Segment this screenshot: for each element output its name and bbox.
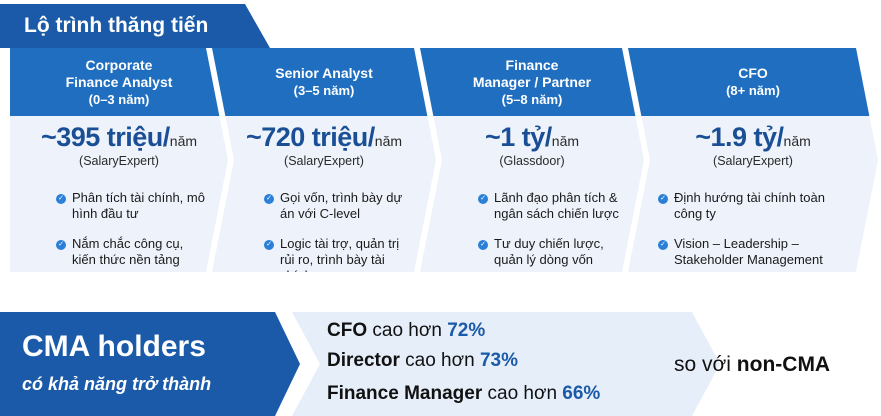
salary-unit: năm — [551, 133, 580, 149]
check-icon: ✓ — [264, 194, 274, 204]
salary-amount: ~1.9 tỷ/ — [695, 122, 784, 152]
salary-source: (SalaryExpert) — [713, 154, 793, 168]
role-title: CFO — [738, 65, 768, 81]
salary-source: (Glassdoor) — [499, 154, 565, 168]
comparison-text: cao hơn — [487, 383, 558, 404]
comparison-line: CFO cao hơn 72% — [327, 320, 485, 342]
salary-block: ~1.9 tỷ/năm (SalaryExpert) — [628, 122, 878, 168]
check-icon: ✓ — [478, 194, 488, 204]
role-title: Finance — [505, 56, 559, 73]
check-icon: ✓ — [478, 240, 488, 250]
years-range: (8+ năm) — [726, 83, 780, 98]
stage-bullet: ✓ Nắm chắc công cụ, kiến thức nền tảng — [72, 236, 208, 268]
section-title-tab: Lộ trình thăng tiến — [0, 4, 270, 48]
comparison-role: Finance Manager — [327, 383, 483, 404]
salary-block: ~720 triệu/năm (SalaryExpert) — [212, 122, 436, 168]
salary-unit: năm — [374, 133, 403, 149]
salary-source: (SalaryExpert) — [284, 154, 364, 168]
comparison-role: Director — [327, 350, 400, 371]
cma-banner — [0, 312, 300, 416]
check-icon: ✓ — [658, 240, 668, 250]
stage-bullet: ✓ Lãnh đạo phân tích & ngân sách chiến l… — [494, 190, 624, 222]
cma-subtitle: có khả năng trở thành — [22, 374, 212, 394]
role-title-line2: Manager / Partner — [472, 73, 592, 90]
stage-header: Corporate Finance Analyst (0–3 năm) — [10, 48, 228, 116]
stage-header: Senior Analyst (3–5 năm) — [212, 48, 436, 116]
check-icon: ✓ — [264, 240, 274, 250]
check-icon: ✓ — [56, 194, 66, 204]
stage-bullet: ✓ Vision – Leadership – Stakeholder Mana… — [674, 236, 854, 268]
comparison-line: Finance Manager cao hơn 66% — [327, 383, 600, 405]
comparison-text: cao hơn — [405, 350, 475, 371]
stage-bullet: ✓ Định hướng tài chính toàn công ty — [674, 190, 854, 222]
comparison-baseline: so với non-CMA — [674, 353, 831, 376]
years-range: (5–8 năm) — [501, 91, 563, 107]
years-range: (0–3 năm) — [88, 91, 150, 107]
comparison-role: CFO — [327, 320, 368, 341]
salary-unit: năm — [169, 133, 198, 149]
role-title: Corporate — [85, 56, 153, 73]
stage-bullet: ✓ Logic tài trợ, quản trị rủi ro, trình … — [280, 236, 416, 284]
comparison-percent: 73% — [479, 350, 518, 371]
stage-bullet: ✓ Gọi vốn, trình bày dự án với C-level — [280, 190, 416, 222]
stage-corporate-finance-analyst: Corporate Finance Analyst (0–3 năm) ~395… — [10, 48, 228, 272]
check-icon: ✓ — [56, 240, 66, 250]
salary-block: ~395 triệu/năm (SalaryExpert) — [10, 122, 228, 168]
comparison-percent: 72% — [447, 320, 486, 341]
role-title-line2: Finance Analyst — [65, 73, 173, 90]
check-icon: ✓ — [658, 194, 668, 204]
years-range: (3–5 năm) — [293, 83, 355, 98]
stage-bullet: ✓ Phân tích tài chính, mô hình đầu tư — [72, 190, 208, 222]
salary-amount: ~720 triệu/ — [245, 122, 375, 152]
stage-senior-analyst: Senior Analyst (3–5 năm) ~720 triệu/năm … — [212, 48, 436, 272]
salary-amount: ~395 triệu/ — [40, 122, 170, 152]
section-title: Lộ trình thăng tiến — [24, 14, 209, 37]
stage-bullet: ✓ Tư duy chiến lược, quản lý dòng vốn — [494, 236, 624, 268]
chevron-arrow-decor — [292, 312, 672, 416]
stage-cfo: CFO (8+ năm) ~1.9 tỷ/năm (SalaryExpert) … — [628, 48, 878, 272]
cma-title: CMA holders — [22, 330, 206, 363]
salary-block: ~1 tỷ/năm (Glassdoor) — [420, 122, 644, 168]
role-title: Senior Analyst — [275, 65, 373, 81]
comparison-line: Director cao hơn 73% — [327, 350, 518, 372]
career-roadmap: Corporate Finance Analyst (0–3 năm) ~395… — [10, 48, 880, 272]
stage-finance-manager: Finance Manager / Partner (5–8 năm) ~1 t… — [420, 48, 644, 272]
salary-amount: ~1 tỷ/ — [484, 122, 552, 152]
salary-unit: năm — [783, 133, 811, 149]
comparison-percent: 66% — [562, 383, 601, 404]
salary-source: (SalaryExpert) — [79, 154, 159, 168]
comparison-text: cao hơn — [372, 320, 442, 341]
stage-header: CFO (8+ năm) — [628, 48, 878, 116]
stage-header: Finance Manager / Partner (5–8 năm) — [420, 48, 644, 116]
